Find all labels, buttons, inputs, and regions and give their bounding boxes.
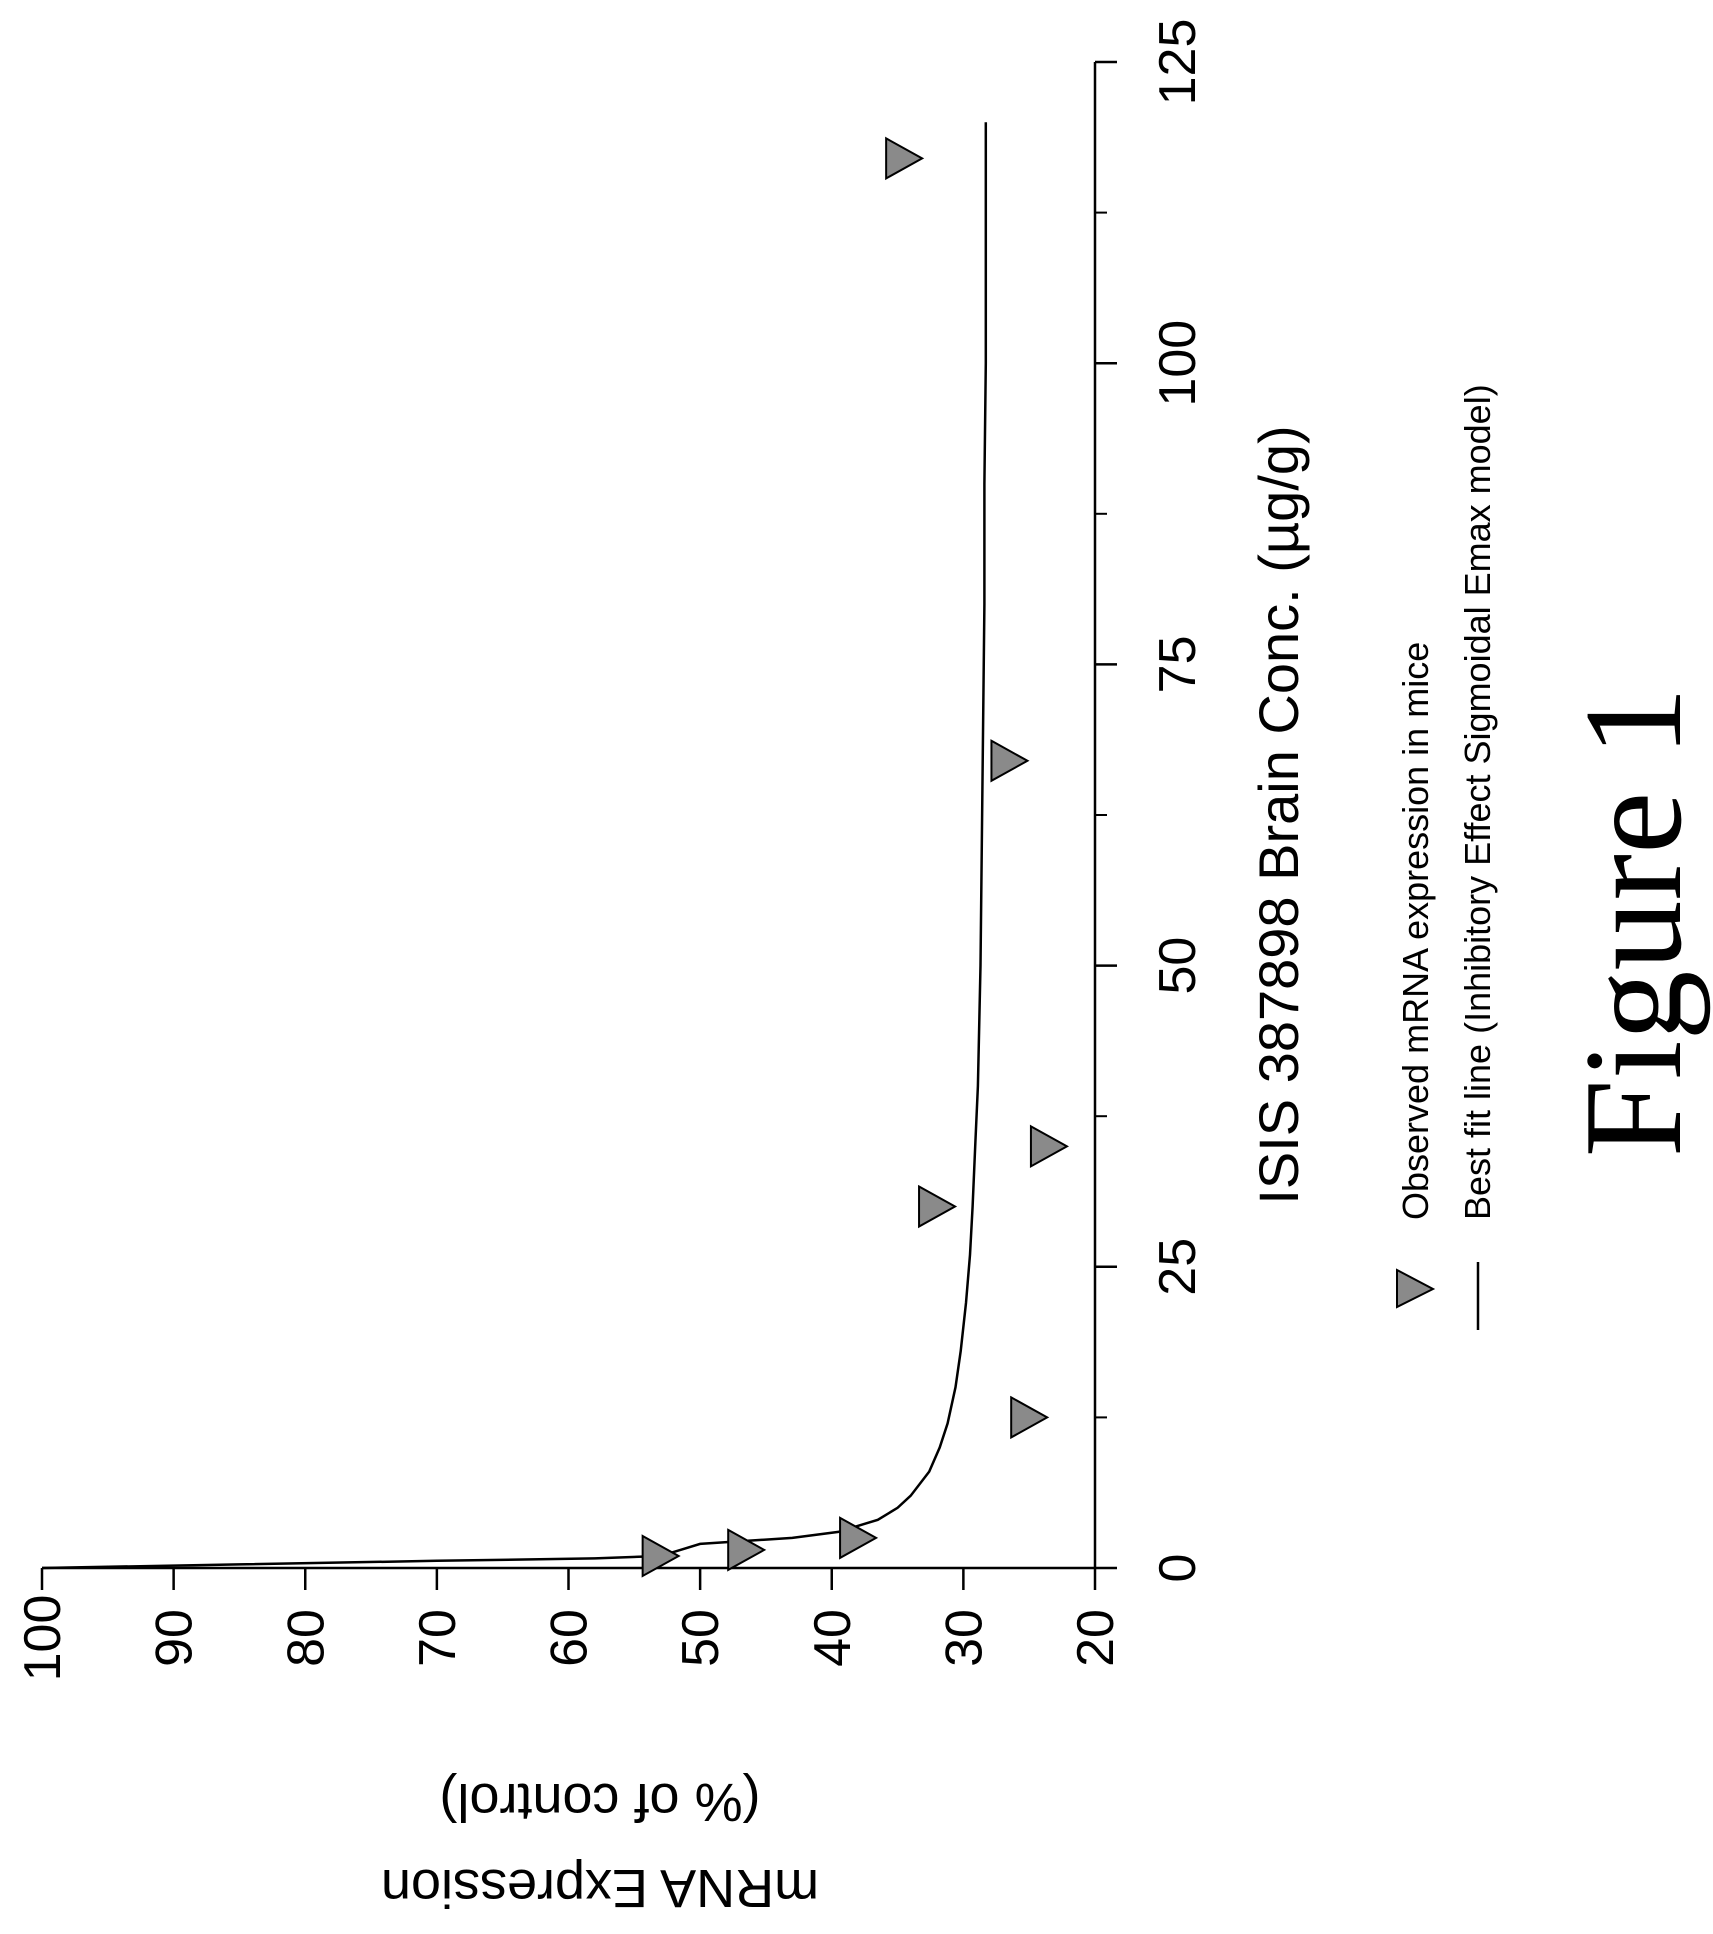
x-tick-label: 75 xyxy=(1149,635,1207,693)
y-tick-label: 70 xyxy=(409,1609,467,1667)
x-tick-label: 100 xyxy=(1149,320,1207,407)
plot-area: 0 25 50 75 100 125 20 30 40 50 60 70 80 90 100 xyxy=(14,19,1207,1682)
figure-caption: Figure 1 xyxy=(1556,687,1711,1158)
legend-label-fit: Best fit line (Inhibitory Effect Sigmoid… xyxy=(1457,384,1498,1220)
data-point-triangle xyxy=(839,1516,879,1560)
data-point-triangle xyxy=(918,1184,958,1229)
legend: Observed mRNA expression in mice Best fi… xyxy=(1395,384,1498,1330)
data-point-triangle xyxy=(990,739,1030,783)
x-tick-label: 25 xyxy=(1149,1238,1207,1296)
y-tick-label: 60 xyxy=(541,1609,599,1667)
legend-item-fit: Best fit line (Inhibitory Effect Sigmoid… xyxy=(1457,384,1498,1330)
legend-item-observed: Observed mRNA expression in mice xyxy=(1395,642,1436,1309)
y-tick-label: 40 xyxy=(804,1609,862,1667)
y-axis-title-line-1: mRNA Expression xyxy=(381,1858,819,1918)
y-axis-title-line-2: (% of control) xyxy=(439,1772,760,1832)
y-ticks: 20 30 40 50 60 70 80 90 100 xyxy=(14,1568,1125,1681)
y-tick-label: 80 xyxy=(277,1609,335,1667)
data-point-triangle xyxy=(1010,1395,1050,1440)
y-tick-label: 50 xyxy=(672,1609,730,1667)
y-tick-label: 30 xyxy=(935,1609,993,1667)
legend-label-observed: Observed mRNA expression in mice xyxy=(1395,642,1436,1220)
legend-triangle-marker xyxy=(1396,1268,1436,1309)
observed-points xyxy=(641,136,1069,1578)
data-point-triangle xyxy=(727,1528,767,1572)
data-point-triangle xyxy=(885,136,925,181)
data-point-triangle xyxy=(1029,1124,1069,1169)
x-tick-label: 0 xyxy=(1149,1554,1207,1583)
best-fit-line xyxy=(41,122,988,1570)
y-axis-title: mRNA Expression (% of control) xyxy=(381,1772,819,1918)
x-axis-title: ISIS 387898 Brain Conc. (µg/g) xyxy=(1247,425,1310,1204)
x-ticks: 0 25 50 75 100 125 xyxy=(1095,19,1207,1583)
x-tick-label: 50 xyxy=(1149,937,1207,995)
y-tick-label: 90 xyxy=(146,1609,204,1667)
x-tick-label: 125 xyxy=(1149,19,1207,106)
data-point-triangle xyxy=(641,1534,681,1578)
y-tick-label: 100 xyxy=(14,1595,72,1682)
y-tick-label: 20 xyxy=(1067,1609,1125,1667)
